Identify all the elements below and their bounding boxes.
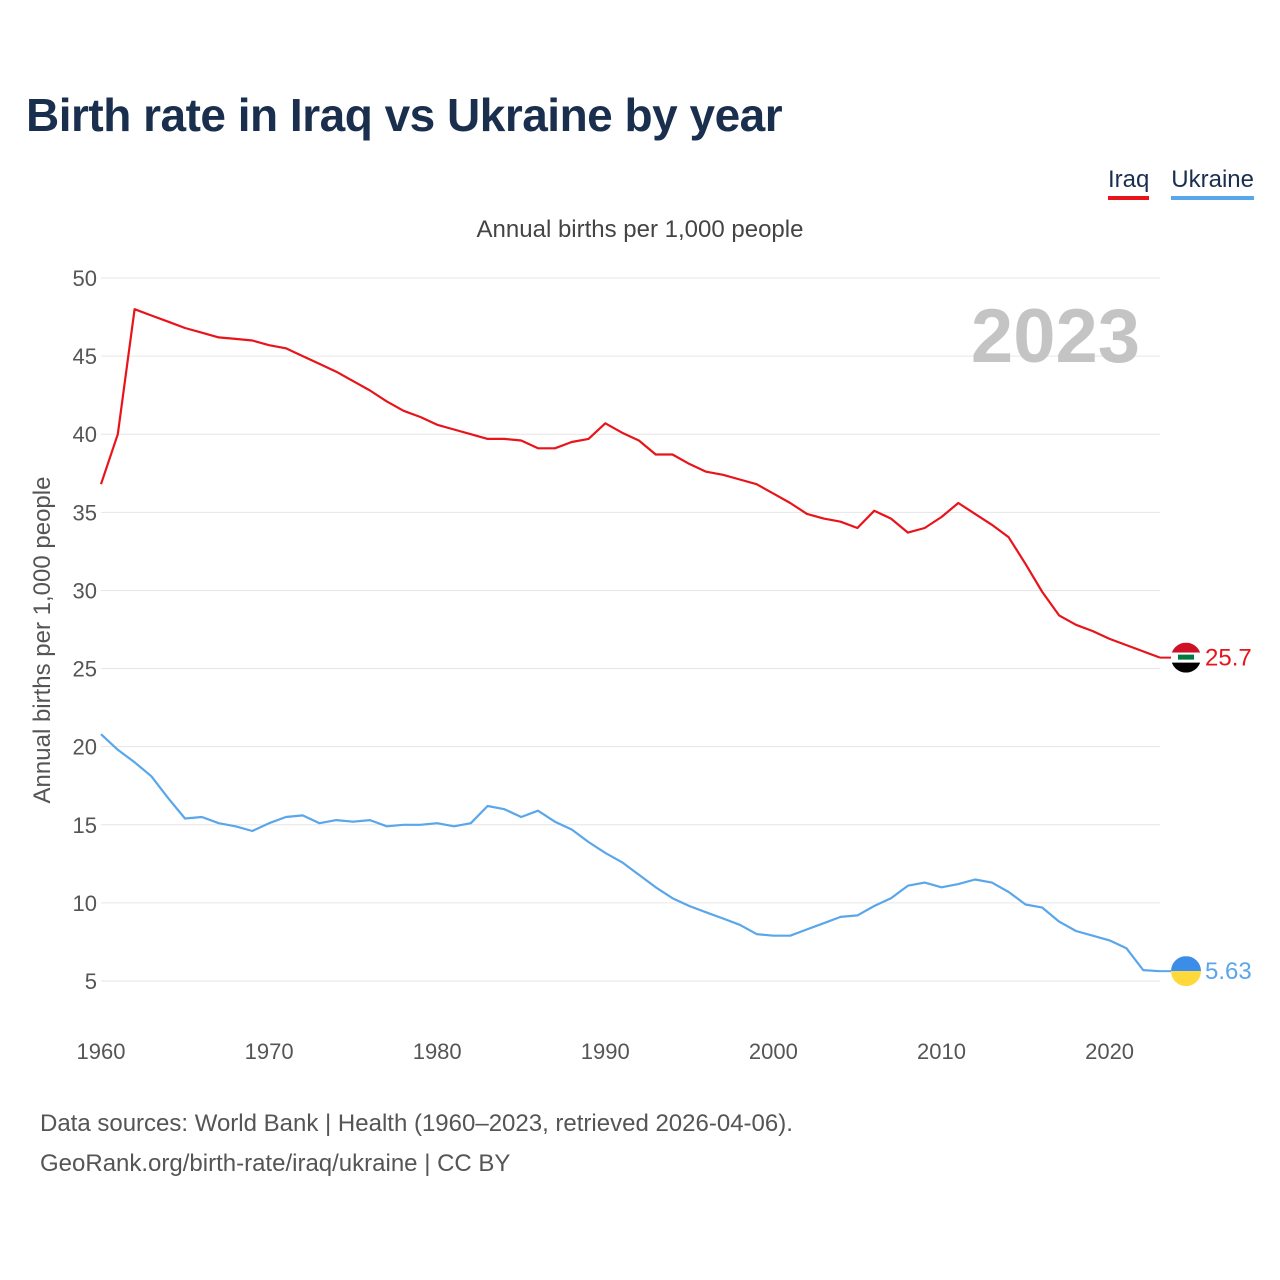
footer-sources: Data sources: World Bank | Health (1960–… — [40, 1110, 793, 1137]
y-tick-label: 50 — [73, 266, 97, 291]
y-axis-label: Annual births per 1,000 people — [29, 477, 56, 804]
x-tick-label: 2000 — [749, 1039, 798, 1064]
flag-ukraine-icon — [1171, 956, 1201, 987]
y-tick-label: 25 — [73, 657, 97, 682]
x-tick-label: 1960 — [77, 1039, 126, 1064]
y-tick-label: 35 — [73, 500, 97, 525]
end-value-iraq: 25.7 — [1205, 645, 1252, 672]
x-tick-label: 2020 — [1085, 1039, 1134, 1064]
legend-item-ukraine[interactable]: Ukraine — [1171, 166, 1254, 200]
y-tick-label: 20 — [73, 735, 97, 760]
y-tick-label: 15 — [73, 813, 97, 838]
series-end-labels: 25.7 5.63 — [1160, 642, 1252, 987]
footer-attribution: GeoRank.org/birth-rate/iraq/ukraine | CC… — [40, 1150, 511, 1177]
y-tick-label: 10 — [73, 891, 97, 916]
flag-iraq-icon — [1171, 642, 1201, 673]
legend: Iraq Ukraine — [1107, 166, 1254, 200]
legend-item-iraq[interactable]: Iraq — [1107, 166, 1150, 200]
x-axis-ticks: 1960 1970 1980 1990 2000 2010 2020 — [77, 1039, 1135, 1064]
gridlines — [101, 277, 1160, 982]
chart-title: Birth rate in Iraq vs Ukraine by year — [26, 89, 783, 141]
x-tick-label: 1990 — [581, 1039, 630, 1064]
end-value-ukraine: 5.63 — [1205, 958, 1252, 985]
y-tick-label: 30 — [73, 578, 97, 603]
series-line-ukraine[interactable] — [100, 733, 1161, 973]
y-axis-ticks: 5 10 15 20 25 30 35 40 45 50 — [73, 266, 97, 994]
year-watermark: 2023 — [971, 294, 1140, 379]
series-lines — [99, 308, 1161, 973]
chart-subtitle: Annual births per 1,000 people — [476, 216, 804, 243]
series-line-iraq[interactable] — [99, 308, 1161, 659]
y-tick-label: 40 — [73, 422, 97, 447]
footer: Data sources: World Bank | Health (1960–… — [40, 1104, 793, 1184]
x-tick-label: 1980 — [413, 1039, 462, 1064]
y-tick-label: 45 — [73, 344, 97, 369]
x-tick-label: 2010 — [917, 1039, 966, 1064]
x-tick-label: 1970 — [245, 1039, 294, 1064]
y-tick-label: 5 — [85, 969, 97, 994]
